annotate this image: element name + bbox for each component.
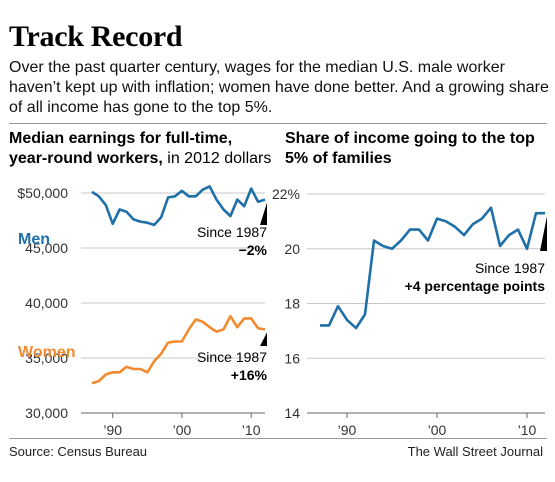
left-xtick-label: ’10	[242, 422, 261, 438]
right-xtick-label: ’90	[338, 422, 357, 438]
left-annotation-label: Since 1987	[197, 224, 267, 240]
right-annotation-value: +4 percentage points	[405, 278, 546, 294]
left-ytick-label: 45,000	[25, 240, 68, 256]
right-annotation-label: Since 1987	[475, 260, 545, 276]
left-chart-title-normal: in 2012 dollars	[162, 150, 272, 167]
right-xtick-label: ’10	[518, 422, 537, 438]
left-chart-title: Median earnings for full-time, year-roun…	[9, 129, 274, 169]
page-subtitle: Over the past quarter century, wages for…	[9, 59, 549, 116]
left-series-line-0	[91, 185, 266, 227]
left-chart-title-bold: Median earnings for full-time, year-roun…	[9, 130, 233, 167]
left-ytick-label: 40,000	[25, 295, 68, 311]
right-series-line-0	[320, 206, 545, 330]
left-change-marker	[260, 202, 267, 225]
left-ytick-label: $50,000	[17, 185, 68, 201]
left-series-line-1	[91, 314, 266, 385]
left-series-name: Women	[18, 344, 75, 361]
right-xtick-label: ’00	[428, 422, 447, 438]
top-rule	[9, 123, 547, 124]
right-chart-title: Share of income going to the top 5% of f…	[285, 130, 535, 167]
left-xtick-label: ’00	[173, 422, 192, 438]
right-ytick-label: 14	[284, 405, 300, 421]
left-change-marker	[260, 332, 267, 346]
right-change-marker	[540, 216, 547, 251]
left-series-name: Men	[18, 231, 50, 248]
left-ytick-label: 30,000	[25, 405, 68, 421]
credit-note: The Wall Street Journal	[407, 444, 543, 459]
right-ytick-label: 16	[284, 350, 300, 366]
bottom-rule	[9, 438, 547, 439]
right-ytick-label: 20	[284, 241, 300, 257]
source-note: Source: Census Bureau	[9, 444, 148, 459]
left-annotation-label: Since 1987	[197, 349, 267, 365]
page-title: Track Record	[9, 20, 183, 53]
left-annotation-value: −2%	[239, 242, 268, 258]
left-annotation-value: +16%	[231, 367, 268, 383]
right-ytick-label: 18	[284, 296, 300, 312]
left-xtick-label: ’90	[103, 422, 122, 438]
right-ytick-label: 22%	[272, 186, 300, 202]
left-ytick-label: 35,000	[25, 350, 68, 366]
